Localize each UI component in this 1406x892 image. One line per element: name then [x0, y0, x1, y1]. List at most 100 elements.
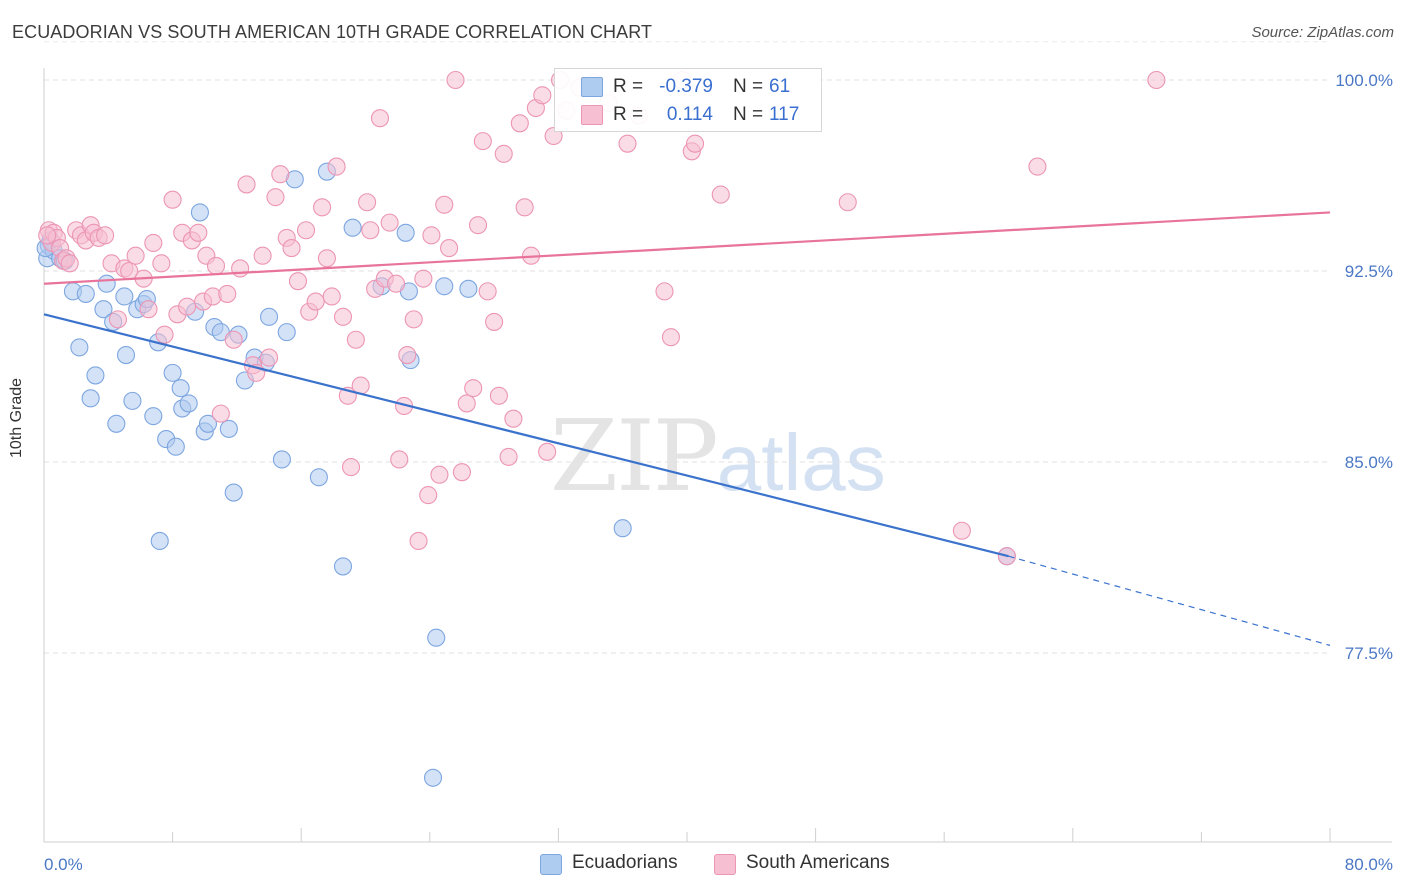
legend-r-value: 0.114 — [666, 104, 713, 125]
legend-label-ecuadorians: Ecuadorians — [572, 852, 678, 873]
south-american-point — [661, 328, 680, 347]
south-american-trend-line — [43, 211, 1331, 285]
ecuadorian-point — [171, 379, 190, 398]
legend-n-value: 61 — [769, 76, 791, 97]
south-american-point — [224, 330, 243, 349]
south-american-point — [266, 188, 285, 207]
legend-r-value: -0.379 — [659, 76, 713, 97]
axes — [43, 68, 1392, 843]
south-american-point — [333, 307, 353, 326]
legend-label-south-americans: South Americans — [746, 852, 890, 873]
ecuadorian-point — [190, 203, 209, 222]
south-american-point — [685, 134, 705, 153]
south-american-point — [271, 165, 290, 184]
y-tick-label: 92.5% — [1345, 262, 1393, 281]
ecuadorian-trend-line — [43, 313, 1009, 558]
south-american-point — [711, 185, 730, 204]
south-american-point — [108, 310, 127, 329]
south-american-point — [211, 404, 230, 423]
south-american-point — [473, 132, 492, 151]
south-american-point — [419, 486, 438, 505]
legend-n-label: N = — [733, 76, 764, 97]
ecuadorian-point — [198, 414, 218, 433]
ecuadorian-point — [613, 519, 632, 538]
ecuadorian-point — [219, 419, 238, 438]
south-american-point — [96, 226, 115, 245]
south-american-point — [414, 269, 433, 288]
south-american-point — [322, 287, 341, 306]
x-tick-label-end: 80.0% — [1345, 855, 1393, 874]
south-american-point — [38, 226, 57, 245]
ecuadorian-point — [123, 391, 142, 410]
south-american-point — [358, 193, 377, 212]
y-tick-label: 85.0% — [1345, 453, 1393, 472]
ecuadorian-trend-extension — [1008, 555, 1331, 646]
ecuadorian-point — [459, 279, 478, 298]
south-american-point — [510, 114, 529, 133]
south-american-point — [440, 239, 459, 258]
ecuadorian-point — [107, 414, 126, 433]
south-american-point — [446, 70, 465, 90]
legend-row-ecuadorians: R = -0.379 N = 61 — [555, 73, 821, 101]
legend-n-value: 117 — [769, 104, 800, 125]
south-american-point — [1147, 70, 1166, 90]
south-american-point — [139, 300, 158, 319]
south-american-point — [317, 249, 336, 268]
ecuadorian-point — [259, 307, 279, 326]
south-american-point — [144, 233, 163, 253]
legend-n-label: N = — [733, 104, 764, 125]
x-tick-label-start: 0.0% — [44, 855, 83, 874]
legend-swatch-pink — [581, 105, 603, 125]
ecuadorian-point — [115, 287, 134, 306]
ecuadorian-point — [333, 557, 353, 576]
south-american-point — [452, 463, 472, 482]
legend-r-label: R = — [613, 104, 644, 125]
south-american-point — [306, 292, 325, 311]
south-american-point — [341, 458, 361, 477]
south-american-point — [327, 157, 346, 176]
south-american-point — [464, 379, 483, 398]
south-american-point — [380, 213, 399, 232]
south-american-point — [435, 195, 454, 214]
south-american-point — [296, 221, 316, 240]
south-american-point — [404, 310, 423, 329]
south-american-point — [468, 216, 488, 235]
south-american-point — [457, 394, 476, 413]
south-american-point — [361, 221, 380, 240]
south-american-point — [489, 386, 508, 405]
south-american-point — [485, 312, 504, 331]
south-american-point — [499, 447, 518, 466]
ecuadorian-point — [144, 407, 163, 426]
south-american-point — [370, 109, 390, 128]
south-american-point — [618, 134, 637, 153]
y-tick-label: 77.5% — [1345, 644, 1393, 663]
ecuadorian-point — [94, 300, 113, 319]
legend-row-south-americans: R = 0.114 N = 117 — [555, 101, 821, 129]
south-american-point — [155, 325, 174, 344]
tick-labels: 77.5% 85.0% 92.5% 100.0% 0.0% 80.0% — [44, 71, 1393, 874]
south-american-point — [231, 259, 250, 278]
south-american-point — [430, 465, 449, 484]
south-american-point — [533, 86, 552, 105]
ecuadorian-point — [150, 531, 169, 550]
y-tick-label: 100.0% — [1335, 71, 1393, 90]
trend-lines — [43, 211, 1331, 646]
correlation-legend: R = -0.379 N = 61 R = 0.114 N = 117 — [554, 68, 822, 132]
ecuadorian-point — [224, 483, 243, 502]
south-american-point — [515, 198, 534, 217]
south-american-point — [504, 409, 523, 428]
legend-swatch-blue — [581, 77, 603, 97]
ecuadorian-point — [76, 284, 95, 303]
ecuadorian-point — [272, 450, 291, 469]
legend-swatch-blue — [540, 854, 562, 875]
south-american-point — [422, 226, 441, 245]
ecuadorian-point — [343, 218, 362, 237]
south-american-point — [494, 144, 513, 163]
south-american-point — [655, 282, 674, 301]
ecuadorian-point — [166, 437, 185, 456]
south-american-point — [237, 175, 256, 194]
south-american-point — [1028, 157, 1047, 176]
south-american-point — [346, 330, 365, 349]
south-american-point — [178, 297, 197, 316]
